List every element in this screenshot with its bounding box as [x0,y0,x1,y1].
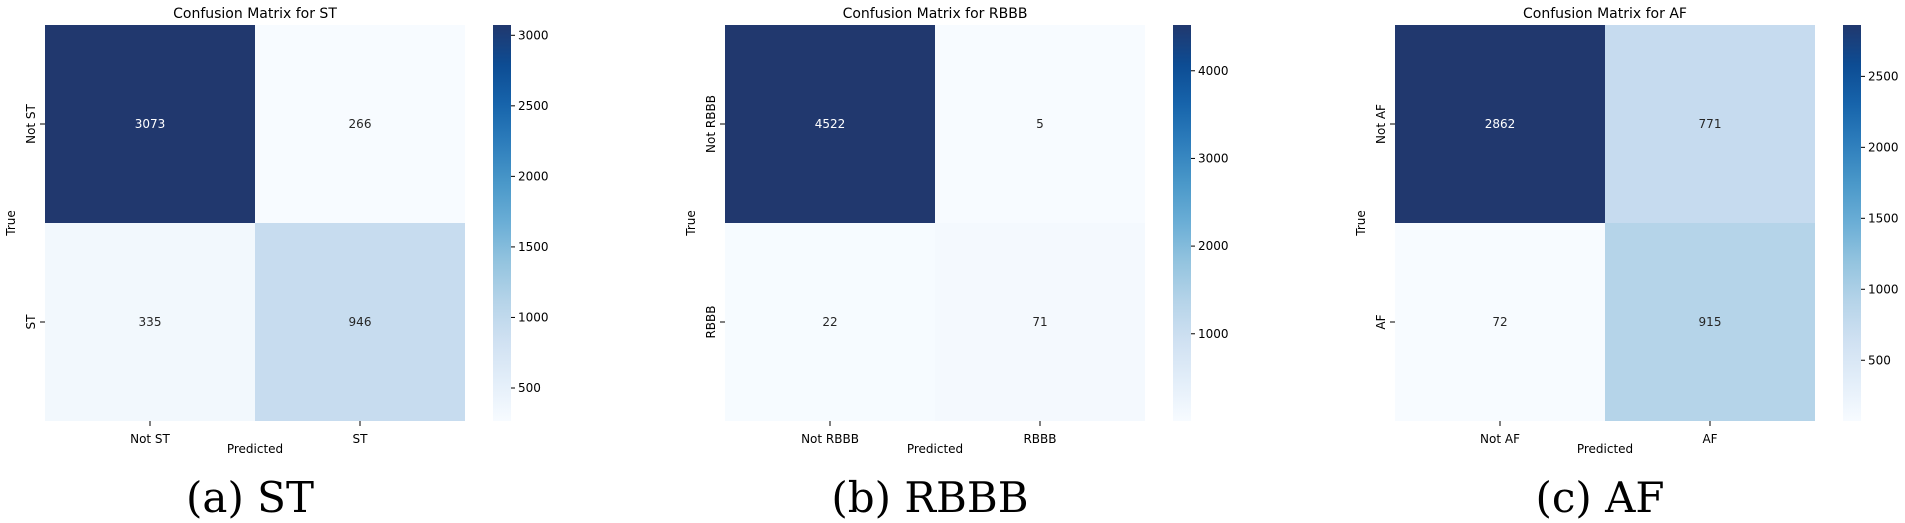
y-tick-label: Not AF [1374,104,1388,144]
heatmap-cell [935,223,1145,421]
colorbar-tick-label: 2500 [1868,69,1899,83]
heatmap-cell [1395,223,1605,421]
colorbar-tick-label: 2000 [518,169,549,183]
panel-caption: (c) AF [1535,473,1664,522]
colorbar-tick-label: 2000 [1198,239,1229,253]
colorbar-tick-label: 3000 [1198,151,1229,165]
colorbar-tick-label: 2500 [518,99,549,113]
colorbar-tick-label: 500 [1868,353,1891,367]
heatmap-cell [1605,25,1815,223]
y-tick-label: AF [1374,314,1388,329]
colorbar [1173,25,1191,421]
x-tick-label: ST [353,432,369,446]
y-axis-label: True [684,210,698,237]
cell-value-label: 335 [139,315,162,329]
colorbar-tick-label: 2000 [1868,140,1899,154]
cell-value-label: 771 [1699,117,1722,131]
heatmap-cell [255,223,465,421]
heatmap-cell [1605,223,1815,421]
colorbar-tick-label: 4000 [1198,64,1229,78]
y-tick-label: Not RBBB [704,95,718,153]
cell-value-label: 4522 [815,117,846,131]
panel-caption: (a) ST [186,473,314,522]
y-tick-label: RBBB [704,305,718,338]
colorbar [1843,25,1861,421]
x-tick-label: RBBB [1023,432,1056,446]
heatmap-cell [935,25,1145,223]
x-tick-label: Not AF [1480,432,1520,446]
cell-value-label: 2862 [1485,117,1516,131]
x-tick-label: Not RBBB [801,432,859,446]
heatmap-cell [725,25,935,223]
heatmap-cell [255,25,465,223]
heatmap-panel-1: Confusion Matrix for ST 3073 266 335 946 Not … [4,6,549,522]
cell-value-label: 71 [1032,315,1047,329]
y-tick-label: Not ST [24,103,38,143]
x-axis-label: Predicted [907,442,963,456]
x-axis-label: Predicted [1577,442,1633,456]
x-tick-label: AF [1702,432,1717,446]
y-tick-label: ST [24,314,38,330]
colorbar-tick-label: 500 [518,381,541,395]
heatmap-cell [725,223,935,421]
heatmap-panel-2: Confusion Matrix for RBBB 4522 5 22 71 Not RB… [684,6,1229,522]
heatmap-panel-3: Confusion Matrix for AF 2862 771 72 915 Not A… [1354,6,1899,522]
cell-value-label: 22 [822,315,837,329]
y-axis-label: True [1354,210,1368,237]
panel-caption: (b) RBBB [831,473,1028,522]
chart-title: Confusion Matrix for RBBB [843,6,1028,22]
colorbar-tick-label: 1000 [518,310,549,324]
colorbar-tick-label: 1000 [1198,327,1229,341]
cell-value-label: 3073 [135,117,166,131]
y-axis-label: True [4,210,18,237]
x-tick-label: Not ST [130,432,170,446]
cell-value-label: 5 [1036,117,1044,131]
colorbar-tick-label: 1500 [518,240,549,254]
heatmap-cell [45,223,255,421]
colorbar-tick-label: 1500 [1868,211,1899,225]
heatmap-cell [45,25,255,223]
x-axis-label: Predicted [227,442,283,456]
colorbar-tick-label: 3000 [518,28,549,42]
chart-title: Confusion Matrix for ST [173,6,337,22]
chart-title: Confusion Matrix for AF [1523,6,1687,22]
cell-value-label: 946 [349,315,372,329]
colorbar-tick-label: 1000 [1868,282,1899,296]
cell-value-label: 915 [1699,315,1722,329]
cell-value-label: 72 [1492,315,1507,329]
colorbar [493,25,511,421]
heatmap-cell [1395,25,1605,223]
cell-value-label: 266 [349,117,372,131]
